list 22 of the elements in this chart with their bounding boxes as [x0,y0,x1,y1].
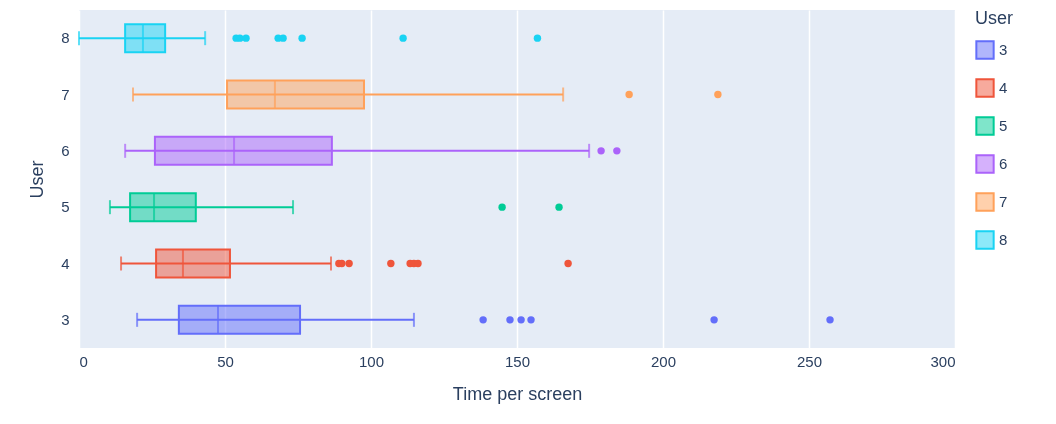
x-tick-label: 150 [504,352,531,370]
y-tick-label: 4 [61,254,70,272]
x-tick-label: 200 [650,352,677,370]
x-tick-label: 0 [79,352,88,370]
legend-label: 8 [999,231,1008,248]
x-tick-label: 300 [930,352,956,370]
legend-label: 5 [999,117,1008,134]
legend-label: 6 [999,155,1008,172]
y-tick-label: 3 [61,310,70,328]
legend-label: 3 [999,41,1008,58]
y-tick-label: 6 [61,141,70,159]
y-tick-label: 8 [61,29,70,47]
legend-title: User [975,8,1014,28]
y-axis-title: User [27,160,48,199]
x-axis-title: Time per screen [452,383,583,404]
x-tick-label: 250 [796,352,823,370]
legend-label: 7 [999,193,1008,210]
y-tick-label: 7 [61,85,70,103]
x-tick-label: 50 [217,352,234,370]
y-tick-label: 5 [61,198,70,216]
x-tick-label: 100 [358,352,385,370]
legend-label: 4 [999,79,1008,96]
